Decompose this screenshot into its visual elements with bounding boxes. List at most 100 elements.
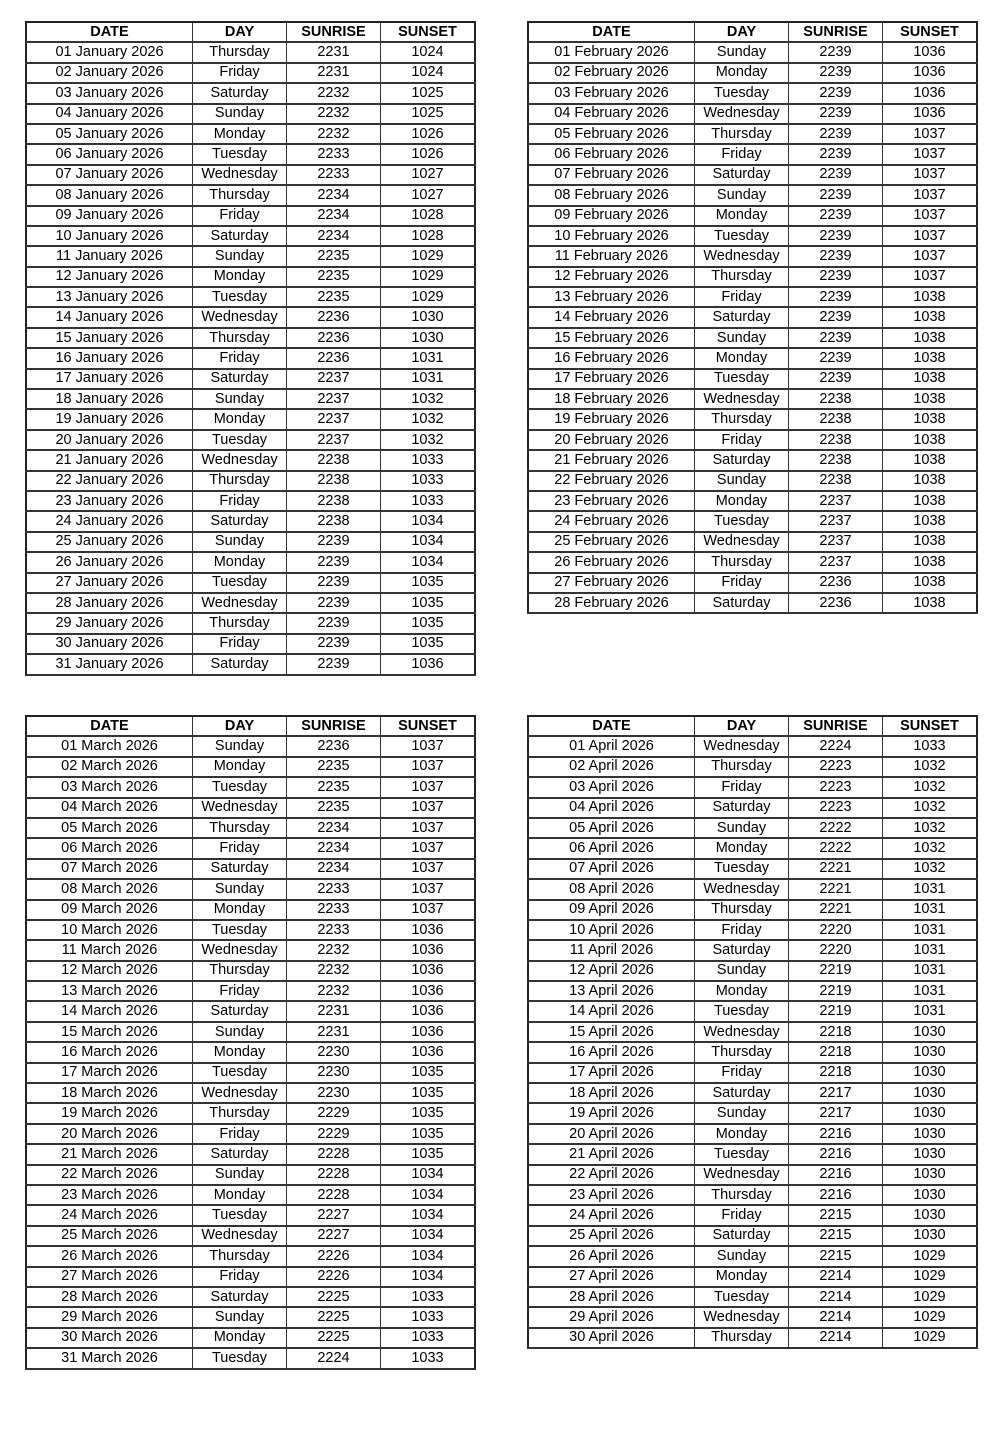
day-cell: Monday	[192, 1184, 287, 1207]
sunset-cell: 1030	[380, 306, 476, 329]
sunrise-cell: 2223	[788, 756, 883, 779]
date-cell: 09 March 2026	[25, 899, 193, 921]
date-cell: 25 April 2026	[527, 1225, 695, 1248]
day-cell: Saturday	[192, 1286, 287, 1309]
january-table: DATE DAY SUNRISE SUNSET 01 January 2026 Thurs…	[25, 21, 476, 676]
date-cell: 03 March 2026	[25, 776, 193, 799]
sunrise-cell: 2239	[788, 123, 883, 146]
date-cell: 25 March 2026	[25, 1225, 193, 1248]
day-cell: Wednesday	[192, 939, 287, 962]
sunset-cell: 1035	[380, 1082, 476, 1105]
sunset-cell: 1031	[882, 1000, 978, 1023]
table-row: 18 April 2026 Saturday 2217 1030	[527, 1082, 978, 1105]
date-cell: 02 March 2026	[25, 756, 193, 779]
sunset-cell: 1037	[882, 123, 978, 146]
table-row: 17 February 2026 Tuesday 2239 1038	[527, 368, 978, 391]
day-cell: Saturday	[192, 82, 287, 105]
sunrise-cell: 2232	[286, 103, 381, 125]
day-cell: Monday	[192, 899, 287, 921]
table-row: 04 February 2026 Wednesday 2239 1036	[527, 103, 978, 125]
sunrise-cell: 2234	[286, 817, 381, 840]
table-row: 12 April 2026 Sunday 2219 1031	[527, 960, 978, 983]
date-cell: 26 April 2026	[527, 1245, 695, 1268]
date-cell: 18 February 2026	[527, 388, 695, 411]
sunset-cell: 1038	[882, 592, 978, 615]
column-header-sunset: SUNSET	[882, 715, 978, 738]
day-cell: Tuesday	[694, 1286, 789, 1309]
date-cell: 15 March 2026	[25, 1021, 193, 1044]
table-row: 24 April 2026 Friday 2215 1030	[527, 1204, 978, 1227]
date-cell: 10 January 2026	[25, 225, 193, 248]
date-cell: 20 January 2026	[25, 429, 193, 452]
sunset-cell: 1037	[882, 225, 978, 248]
day-cell: Friday	[192, 633, 287, 656]
sunrise-cell: 2230	[286, 1062, 381, 1085]
sunrise-cell: 2239	[788, 245, 883, 268]
sunset-cell: 1038	[882, 551, 978, 574]
date-cell: 29 January 2026	[25, 612, 193, 635]
column-header-sunrise: SUNRISE	[788, 21, 883, 44]
sunset-cell: 1036	[380, 919, 476, 942]
date-cell: 09 January 2026	[25, 205, 193, 227]
sunset-cell: 1026	[380, 123, 476, 146]
day-cell: Saturday	[192, 858, 287, 881]
day-cell: Friday	[192, 1123, 287, 1146]
day-cell: Wednesday	[694, 1164, 789, 1187]
table-row: 08 April 2026 Wednesday 2221 1031	[527, 878, 978, 901]
day-cell: Saturday	[192, 368, 287, 391]
day-cell: Sunday	[192, 1021, 287, 1044]
day-cell: Monday	[192, 408, 287, 431]
sunset-cell: 1033	[882, 735, 978, 758]
table-row: 05 April 2026 Sunday 2222 1032	[527, 817, 978, 840]
table-row: 04 January 2026 Sunday 2232 1025	[25, 103, 476, 125]
day-cell: Monday	[694, 837, 789, 860]
table-row: 09 March 2026 Monday 2233 1037	[25, 899, 476, 921]
date-cell: 01 February 2026	[527, 41, 695, 64]
sunrise-cell: 2239	[788, 225, 883, 248]
sunset-cell: 1037	[380, 756, 476, 779]
table-row: 26 January 2026 Monday 2239 1034	[25, 551, 476, 574]
date-cell: 06 April 2026	[527, 837, 695, 860]
date-cell: 10 March 2026	[25, 919, 193, 942]
day-cell: Wednesday	[192, 592, 287, 615]
sunset-cell: 1027	[380, 184, 476, 207]
sunrise-cell: 2220	[788, 919, 883, 942]
sunrise-cell: 2236	[788, 572, 883, 594]
table-row: 12 March 2026 Thursday 2232 1036	[25, 960, 476, 983]
table-row: 20 March 2026 Friday 2229 1035	[25, 1123, 476, 1146]
sunrise-cell: 2233	[286, 899, 381, 921]
table-row: 30 March 2026 Monday 2225 1033	[25, 1327, 476, 1350]
sunset-cell: 1038	[882, 510, 978, 533]
table-row: 14 January 2026 Wednesday 2236 1030	[25, 306, 476, 329]
sunrise-cell: 2214	[788, 1286, 883, 1309]
table-row: 25 April 2026 Saturday 2215 1030	[527, 1225, 978, 1248]
sunrise-cell: 2234	[286, 205, 381, 227]
date-cell: 01 March 2026	[25, 735, 193, 758]
sunrise-cell: 2225	[286, 1286, 381, 1309]
sunrise-cell: 2239	[788, 286, 883, 309]
sunrise-cell: 2225	[286, 1327, 381, 1350]
sunrise-cell: 2234	[286, 858, 381, 881]
sunset-cell: 1036	[380, 960, 476, 983]
date-cell: 07 April 2026	[527, 858, 695, 881]
date-cell: 18 March 2026	[25, 1082, 193, 1105]
table-row: 17 April 2026 Friday 2218 1030	[527, 1062, 978, 1085]
sunrise-cell: 2235	[286, 756, 381, 779]
sunrise-cell: 2239	[788, 184, 883, 207]
day-cell: Thursday	[694, 408, 789, 431]
sunrise-cell: 2239	[788, 164, 883, 187]
column-header-date: DATE	[527, 715, 695, 738]
sunrise-cell: 2239	[788, 82, 883, 105]
day-cell: Saturday	[192, 510, 287, 533]
sunset-cell: 1030	[882, 1041, 978, 1064]
table-row: 19 April 2026 Sunday 2217 1030	[527, 1102, 978, 1125]
sunset-cell: 1029	[380, 286, 476, 309]
sunset-cell: 1038	[882, 286, 978, 309]
day-cell: Wednesday	[192, 1082, 287, 1105]
sunrise-cell: 2214	[788, 1327, 883, 1350]
date-cell: 24 March 2026	[25, 1204, 193, 1227]
date-cell: 04 February 2026	[527, 103, 695, 125]
date-cell: 25 January 2026	[25, 531, 193, 554]
day-cell: Friday	[694, 286, 789, 309]
date-cell: 04 March 2026	[25, 797, 193, 819]
